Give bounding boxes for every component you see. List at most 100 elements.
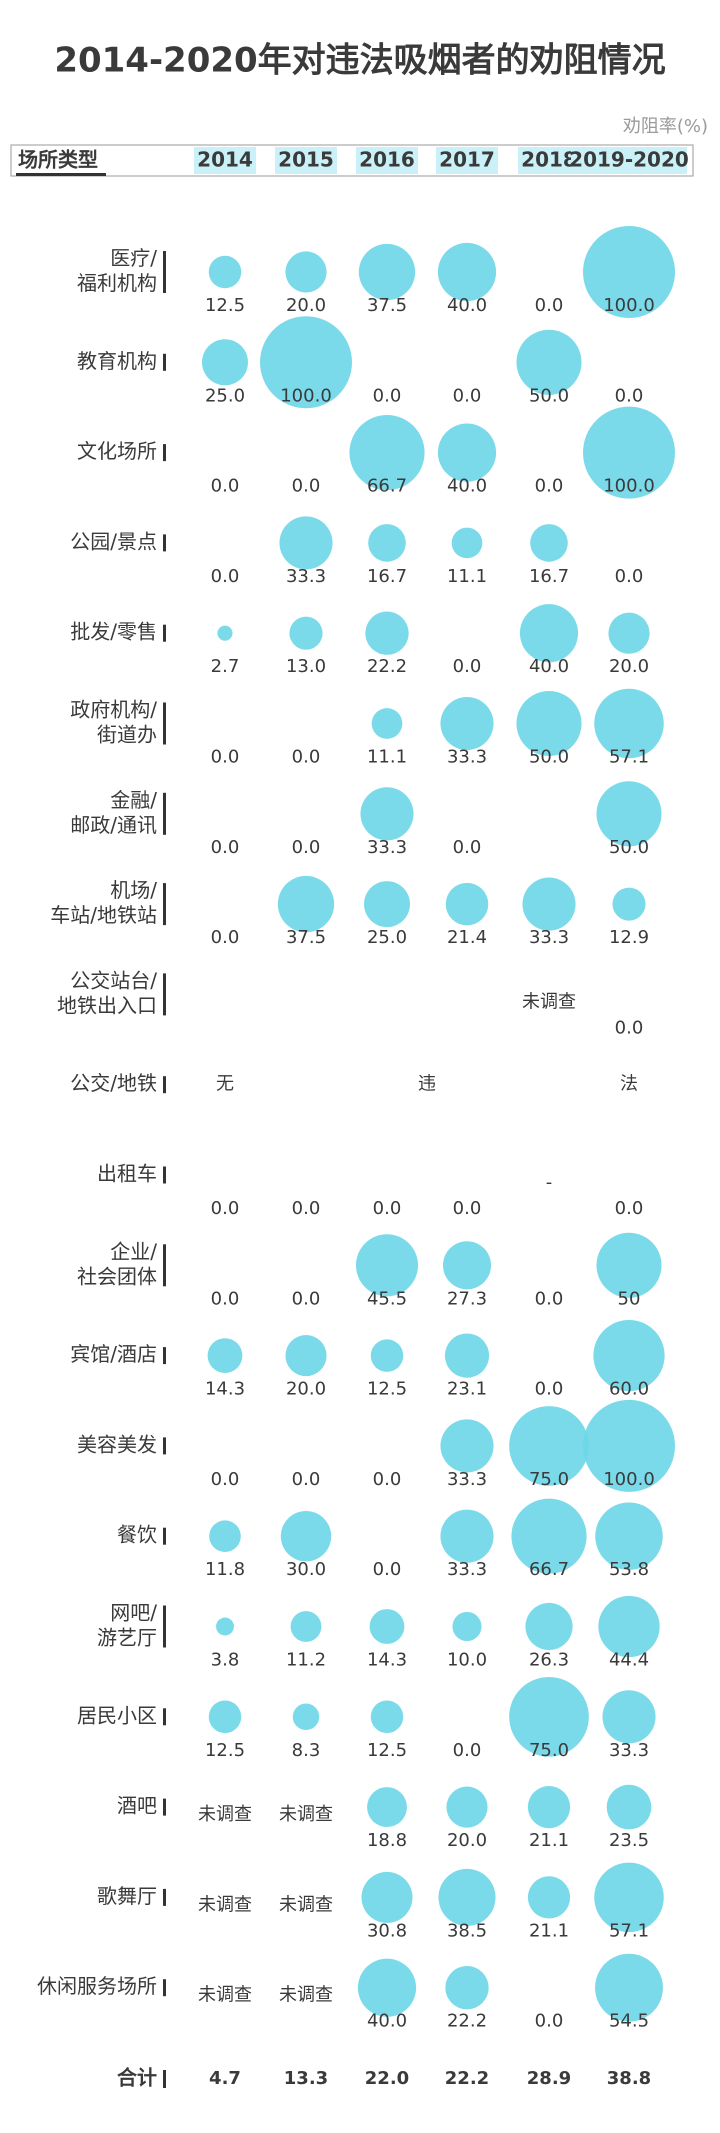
row-label: 文化场所	[77, 439, 157, 463]
value-label: 14.3	[205, 1379, 245, 1400]
value-label: 30.0	[286, 1559, 326, 1580]
bubble	[369, 1609, 405, 1644]
value-label: 40.0	[367, 2011, 407, 2032]
column-header: 2014	[197, 148, 253, 172]
row-marker	[163, 1888, 166, 1906]
value-label: 0.0	[292, 837, 321, 858]
value-label: 未调查	[279, 1804, 333, 1825]
column-header: 2019-2020	[569, 148, 689, 172]
total-value: 22.0	[365, 2068, 409, 2089]
value-label: 0.0	[615, 1198, 644, 1219]
total-value: 28.9	[527, 2068, 571, 2089]
value-label: 0.0	[615, 385, 644, 406]
value-label: 21.1	[529, 1920, 569, 1941]
row-marker	[163, 1166, 166, 1184]
value-label: 0.0	[453, 1198, 482, 1219]
value-label: 50.0	[529, 385, 569, 406]
bubble	[522, 877, 576, 931]
row-label: 地铁出入口	[57, 993, 157, 1017]
row-header-underline	[16, 173, 106, 176]
value-label: 50	[618, 1288, 641, 1309]
row-label: 邮政/通讯	[70, 813, 157, 837]
row-marker	[163, 1076, 166, 1094]
note-label: 无	[216, 1074, 234, 1095]
value-label: 0.0	[211, 1288, 240, 1309]
bubble	[438, 1868, 496, 1926]
value-label: 16.7	[529, 566, 569, 587]
value-label: 0.0	[453, 837, 482, 858]
bubble	[511, 1498, 587, 1574]
value-label: 66.7	[529, 1559, 569, 1580]
value-label: 未调查	[198, 1894, 252, 1915]
header-frame	[10, 144, 694, 177]
value-label: 3.8	[211, 1650, 240, 1671]
bubble	[365, 611, 409, 655]
bubble	[525, 1602, 573, 1651]
row-label: 政府机构/	[70, 698, 157, 722]
bubble	[355, 1234, 419, 1297]
bubble	[595, 1502, 663, 1570]
bubble	[349, 415, 425, 491]
total-value: 4.7	[209, 2068, 241, 2089]
bubble	[437, 242, 497, 302]
bubble	[602, 1690, 656, 1744]
bubble	[290, 1611, 322, 1642]
bubble	[516, 690, 582, 757]
bubble	[612, 887, 646, 921]
value-label: -	[546, 1172, 553, 1193]
row-label: 街道办	[97, 723, 157, 747]
bubble	[608, 612, 650, 654]
value-label: 8.3	[292, 1740, 321, 1761]
value-label: 0.0	[535, 295, 564, 316]
row-label: 公园/景点	[70, 529, 157, 553]
column-header-bg	[571, 147, 687, 174]
row-label: 酒吧	[117, 1794, 157, 1818]
value-label: 20.0	[286, 1379, 326, 1400]
value-label: 33.3	[447, 1469, 487, 1490]
bubble	[202, 339, 248, 386]
note-label: 法	[620, 1074, 638, 1095]
value-label: 22.2	[447, 2011, 487, 2032]
row-marker	[163, 973, 166, 1016]
value-label: 100.0	[603, 1469, 655, 1490]
bubble	[358, 243, 416, 301]
bubble	[289, 616, 323, 650]
value-label: 0.0	[535, 1288, 564, 1309]
value-label: 0.0	[453, 656, 482, 677]
value-label: 60.0	[609, 1379, 649, 1400]
value-label: 0.0	[211, 837, 240, 858]
value-label: 66.7	[367, 476, 407, 497]
value-label: 13.0	[286, 656, 326, 677]
bubble	[216, 1617, 234, 1636]
value-label: 10.0	[447, 1650, 487, 1671]
value-label: 0.0	[535, 2011, 564, 2032]
value-label: 18.8	[367, 1830, 407, 1851]
row-marker	[163, 1605, 166, 1648]
value-label: 0.0	[535, 1379, 564, 1400]
bubble	[440, 696, 494, 751]
value-label: 0.0	[453, 385, 482, 406]
note-label: 违	[418, 1074, 436, 1095]
row-marker	[163, 1527, 166, 1545]
value-label: 21.4	[447, 927, 487, 948]
row-marker	[163, 353, 166, 371]
value-label: 0.0	[615, 566, 644, 587]
bubble	[364, 881, 410, 928]
bubble	[279, 516, 333, 570]
column-header-bg	[436, 147, 498, 174]
bubble	[527, 1876, 571, 1919]
value-label: 53.8	[609, 1559, 649, 1580]
bubble	[442, 1241, 492, 1290]
column-header: 2015	[278, 148, 334, 172]
value-label: 16.7	[367, 566, 407, 587]
value-label: 0.0	[211, 1198, 240, 1219]
row-label: 宾馆/酒店	[70, 1342, 157, 1366]
row-label: 游艺厅	[97, 1626, 157, 1650]
row-label: 教育机构	[77, 349, 157, 373]
bubble	[594, 688, 664, 759]
row-label: 福利机构	[77, 271, 157, 295]
value-label: 33.3	[367, 837, 407, 858]
value-label: 0.0	[211, 476, 240, 497]
column-header: 2016	[359, 148, 415, 172]
